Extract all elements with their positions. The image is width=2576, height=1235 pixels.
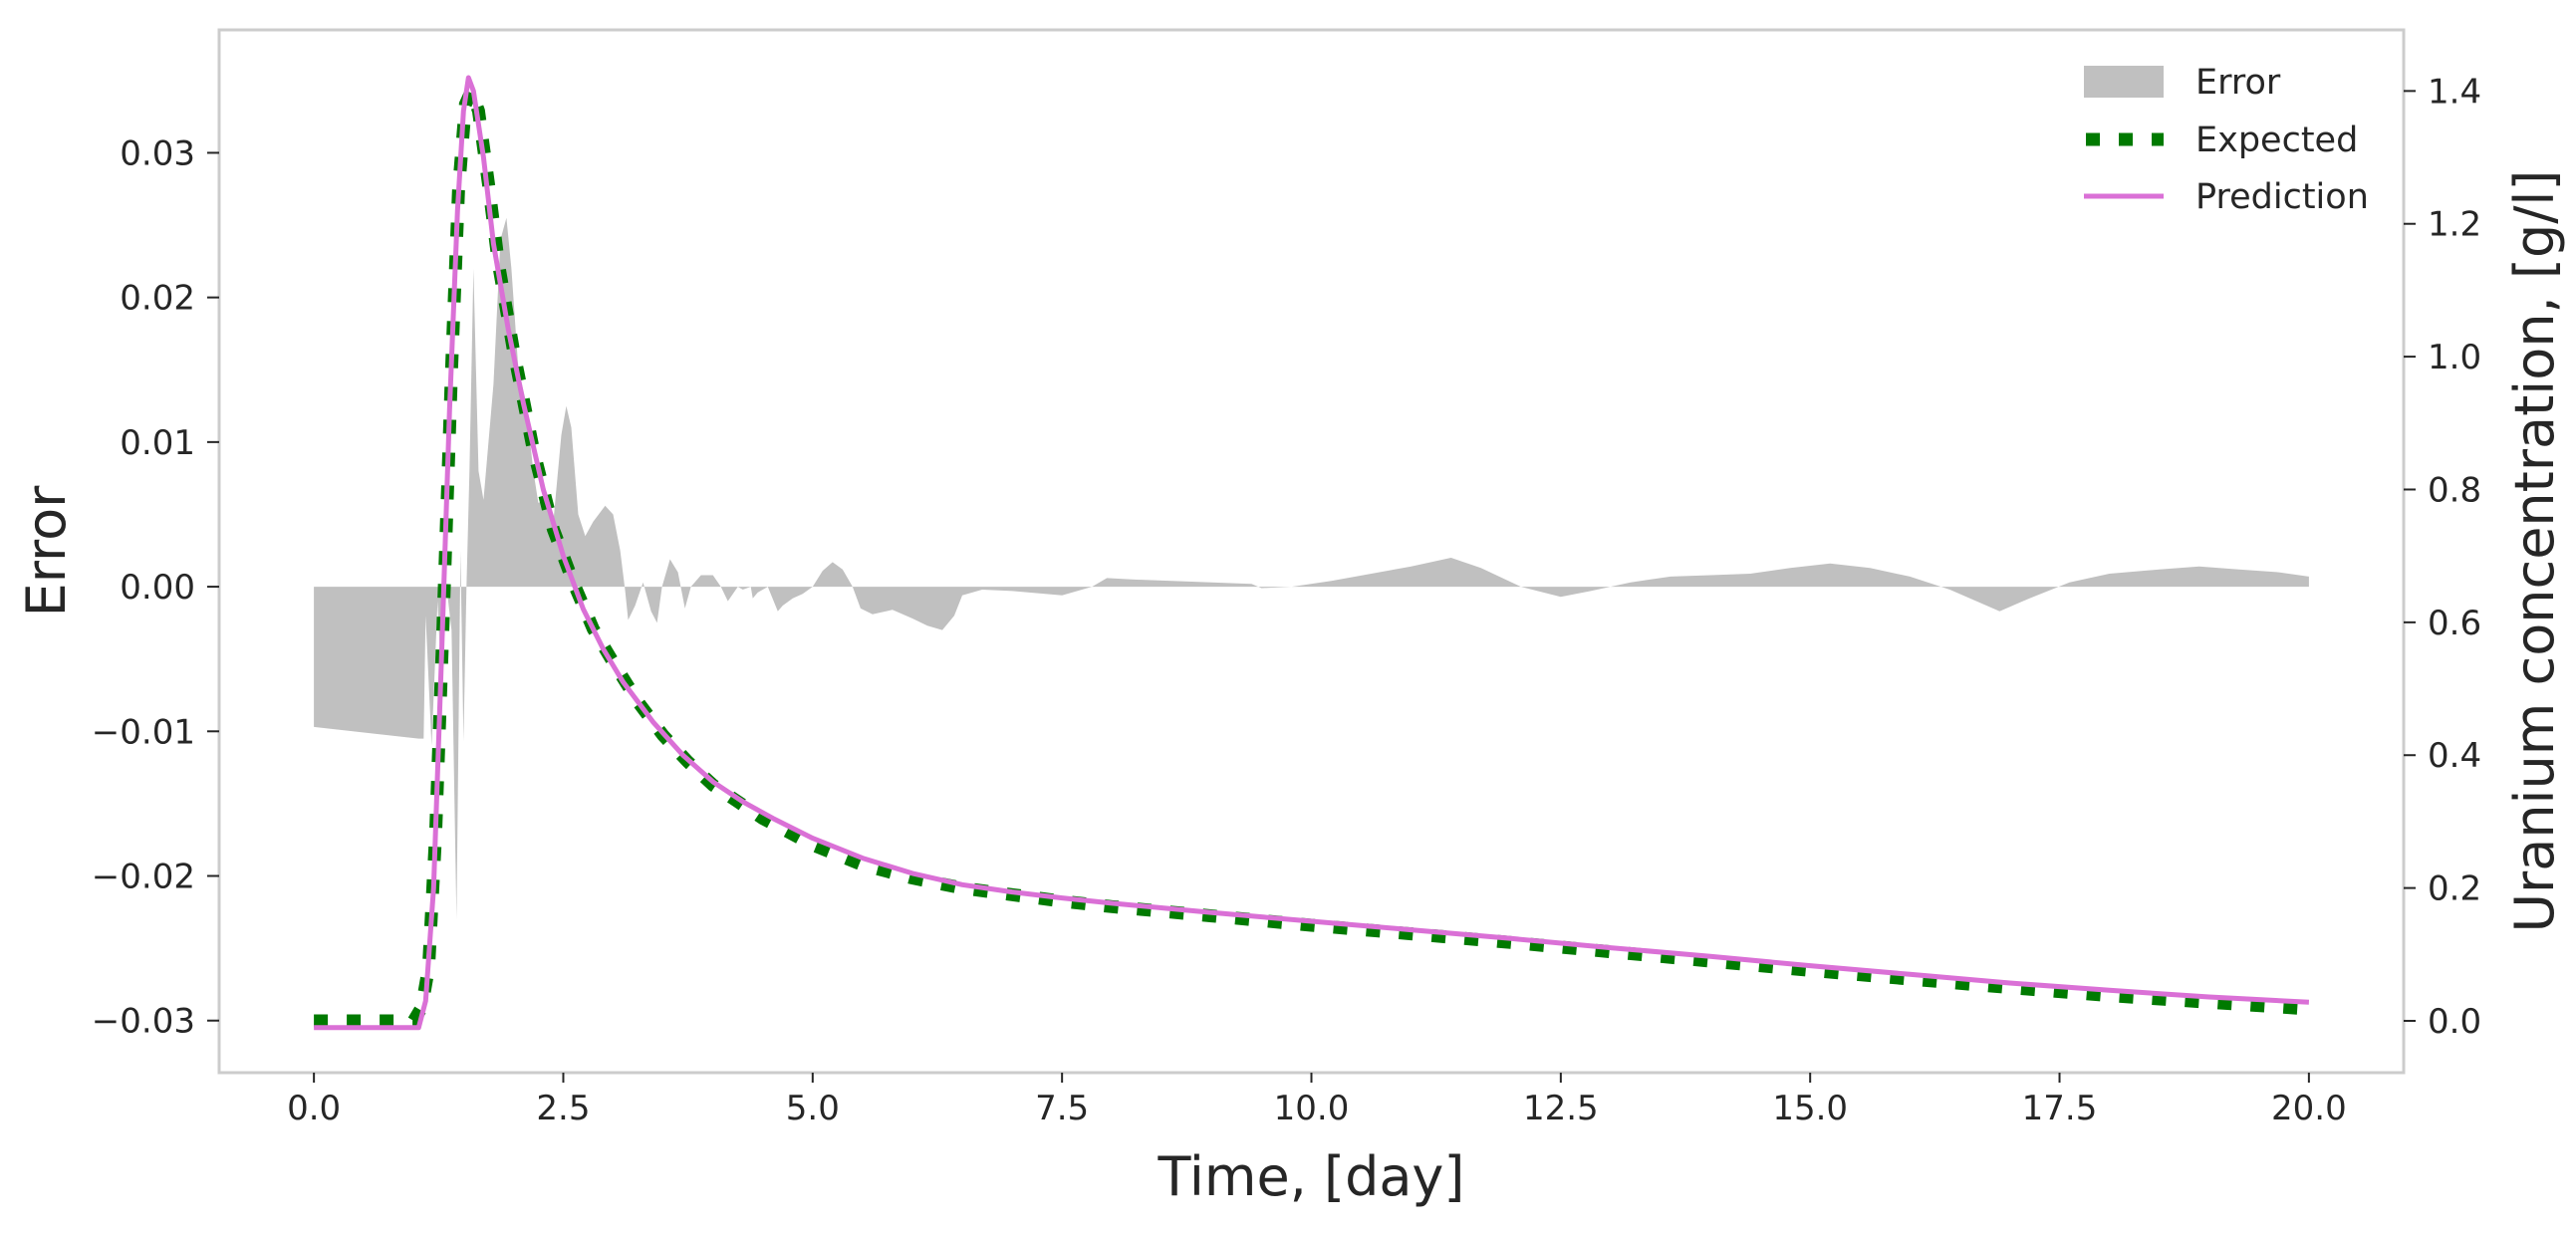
x-tick-label: 7.5 bbox=[1035, 1089, 1089, 1128]
x-tick-label: 2.5 bbox=[536, 1089, 590, 1128]
y-tick-label: −0.03 bbox=[92, 1002, 195, 1042]
y2-tick-label: 1.0 bbox=[2428, 338, 2481, 377]
legend-label-error: Error bbox=[2195, 63, 2281, 103]
y2-tick-label: 1.2 bbox=[2428, 205, 2481, 245]
y-axis-label: Error bbox=[15, 485, 78, 617]
y-tick-label: 0.01 bbox=[120, 423, 195, 463]
y-tick-label: 0.03 bbox=[120, 133, 195, 173]
x-tick-label: 5.0 bbox=[786, 1089, 840, 1128]
y2-axis-label: Uranium concentration, [g/l] bbox=[2503, 170, 2566, 933]
x-tick-label: 0.0 bbox=[287, 1089, 341, 1128]
plot-area bbox=[314, 73, 2310, 1031]
y-tick-label: −0.01 bbox=[92, 712, 195, 752]
prediction-line bbox=[314, 75, 2310, 1031]
x-tick-label: 10.0 bbox=[1274, 1089, 1350, 1128]
y2-tick-label: 0.0 bbox=[2428, 1002, 2481, 1042]
axes: 0.0 2.5 5.0 7.5 10.0 12.5 15.0 17.5 20.0 −0.03 −0.… bbox=[92, 72, 2481, 1128]
legend-label-expected: Expected bbox=[2195, 121, 2358, 160]
y2-tick-label: 0.2 bbox=[2428, 869, 2481, 909]
y2-tick-label: 0.8 bbox=[2428, 470, 2481, 510]
x-tick-label: 20.0 bbox=[2271, 1089, 2347, 1128]
x-axis-label: Time, [day] bbox=[1158, 1145, 1465, 1208]
legend-label-prediction: Prediction bbox=[2195, 177, 2369, 217]
legend-swatch-error bbox=[2084, 66, 2164, 98]
x-tick-label: 17.5 bbox=[2022, 1089, 2098, 1128]
y-tick-label: −0.02 bbox=[92, 858, 195, 897]
y2-tick-label: 1.4 bbox=[2428, 72, 2481, 112]
legend: Error Expected Prediction bbox=[2084, 63, 2369, 217]
x-tick-label: 15.0 bbox=[1772, 1089, 1848, 1128]
x-tick-label: 12.5 bbox=[1523, 1089, 1599, 1128]
y-tick-label: 0.02 bbox=[120, 279, 195, 319]
y-tick-label: 0.00 bbox=[120, 568, 195, 608]
y2-tick-label: 0.6 bbox=[2428, 604, 2481, 643]
y2-tick-label: 0.4 bbox=[2428, 736, 2481, 776]
error-area bbox=[314, 217, 2309, 920]
